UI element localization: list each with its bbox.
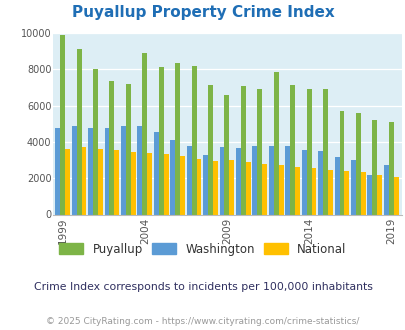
Bar xyxy=(98,149,102,214)
Bar xyxy=(158,68,163,214)
Bar xyxy=(322,89,327,214)
Bar xyxy=(278,166,283,214)
Bar xyxy=(268,146,273,214)
Bar xyxy=(130,152,135,214)
Bar xyxy=(121,126,126,214)
Bar xyxy=(301,150,306,214)
Bar xyxy=(191,66,196,214)
Bar xyxy=(350,160,355,214)
Bar xyxy=(219,148,224,214)
Bar xyxy=(104,128,109,214)
Bar xyxy=(207,85,213,214)
Bar xyxy=(93,69,98,214)
Bar xyxy=(252,147,257,214)
Bar xyxy=(229,160,234,214)
Bar xyxy=(273,72,278,215)
Bar xyxy=(339,111,343,214)
Bar xyxy=(60,35,65,214)
Bar xyxy=(388,122,393,214)
Bar xyxy=(213,161,217,214)
Bar xyxy=(285,146,290,214)
Bar xyxy=(245,162,250,214)
Bar xyxy=(137,125,142,214)
Bar xyxy=(360,172,365,214)
Bar xyxy=(196,159,201,214)
Text: © 2025 CityRating.com - https://www.cityrating.com/crime-statistics/: © 2025 CityRating.com - https://www.city… xyxy=(46,317,359,326)
Bar xyxy=(202,154,207,214)
Bar xyxy=(383,166,388,214)
Bar xyxy=(235,148,240,214)
Bar xyxy=(290,85,294,214)
Bar xyxy=(240,85,245,214)
Text: Puyallup Property Crime Index: Puyallup Property Crime Index xyxy=(71,5,334,20)
Bar xyxy=(88,128,93,214)
Bar xyxy=(257,89,262,214)
Bar xyxy=(334,157,339,214)
Bar xyxy=(318,151,322,214)
Bar xyxy=(153,132,158,214)
Bar xyxy=(180,155,185,214)
Bar xyxy=(81,148,86,214)
Bar xyxy=(371,120,376,214)
Bar xyxy=(262,164,266,214)
Bar xyxy=(306,89,311,214)
Bar xyxy=(55,128,60,214)
Bar xyxy=(142,53,147,214)
Bar xyxy=(170,140,175,214)
Bar xyxy=(109,81,114,214)
Bar xyxy=(163,154,168,214)
Bar xyxy=(311,168,316,214)
Bar xyxy=(327,170,332,215)
Bar xyxy=(175,63,180,214)
Bar xyxy=(147,153,152,214)
Bar xyxy=(355,113,360,214)
Bar xyxy=(343,171,348,214)
Bar xyxy=(114,150,119,214)
Bar xyxy=(65,149,70,214)
Bar xyxy=(126,84,130,214)
Bar xyxy=(77,50,81,214)
Bar xyxy=(72,126,77,214)
Bar xyxy=(224,95,229,214)
Bar xyxy=(376,176,381,214)
Legend: Puyallup, Washington, National: Puyallup, Washington, National xyxy=(55,238,350,260)
Text: Crime Index corresponds to incidents per 100,000 inhabitants: Crime Index corresponds to incidents per… xyxy=(34,282,371,292)
Bar xyxy=(367,175,371,215)
Bar xyxy=(186,146,191,214)
Bar xyxy=(393,177,398,214)
Bar xyxy=(294,167,299,214)
